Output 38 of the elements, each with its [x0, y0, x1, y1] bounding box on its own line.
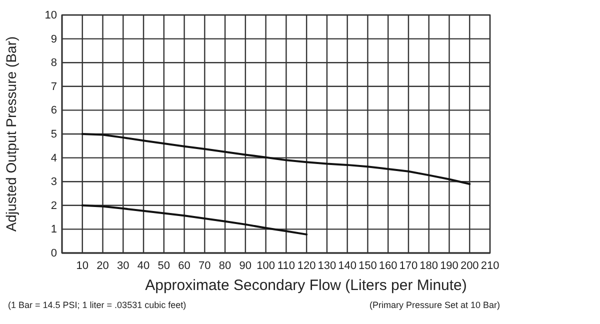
- y-axis-title: Adjusted Output Pressure (Bar): [3, 36, 19, 232]
- line-series: [81, 204, 308, 236]
- x-tick-label: 190: [440, 260, 458, 272]
- x-tick-label: 180: [420, 260, 438, 272]
- y-tick-label: 9: [50, 33, 57, 46]
- x-tick-label: 40: [137, 260, 150, 272]
- y-tick-label: 5: [50, 128, 57, 141]
- x-tick-label: 150: [358, 260, 377, 272]
- x-tick-label: 20: [96, 260, 109, 272]
- x-tick-label: 160: [378, 260, 398, 272]
- y-tick-label: 1: [50, 224, 57, 236]
- x-tick-label: 80: [218, 260, 232, 272]
- text: (Primary Pressure Set at 10 Bar): [369, 300, 500, 310]
- text: (1 Bar = 14.5 PSI; 1 liter = .03531 cubic feet): [8, 300, 186, 310]
- x-tick-label: 100: [256, 260, 275, 272]
- x-tick-label: 60: [178, 260, 190, 272]
- line-series: [81, 133, 471, 185]
- x-tick-label: 90: [239, 260, 252, 272]
- x-tick-label: 10: [76, 260, 89, 272]
- x-tick-label: 120: [297, 260, 316, 272]
- x-tick-label: 170: [399, 260, 418, 272]
- x-axis-title: Approximate Secondary Flow (Liters per Minute): [145, 277, 467, 294]
- y-tick-label: 2: [50, 200, 57, 212]
- y-tick-label: 7: [50, 80, 57, 93]
- x-tick-label: 140: [338, 260, 357, 272]
- x-tick-label: 200: [460, 260, 479, 272]
- x-tick-label: 210: [480, 260, 500, 272]
- x-tick-label: 50: [158, 260, 170, 272]
- y-tick-label: 6: [50, 104, 57, 117]
- x-tick-label: 130: [318, 260, 336, 272]
- y-tick-label: 0: [50, 248, 57, 260]
- y-tick-label: 10: [44, 10, 57, 22]
- y-tick-label: 4: [50, 152, 57, 164]
- y-tick-label: 8: [50, 57, 57, 70]
- y-tick-label: 3: [50, 176, 57, 188]
- x-tick-label: 70: [198, 260, 211, 272]
- x-tick-label: 110: [277, 260, 295, 272]
- x-tick-label: 30: [117, 260, 130, 272]
